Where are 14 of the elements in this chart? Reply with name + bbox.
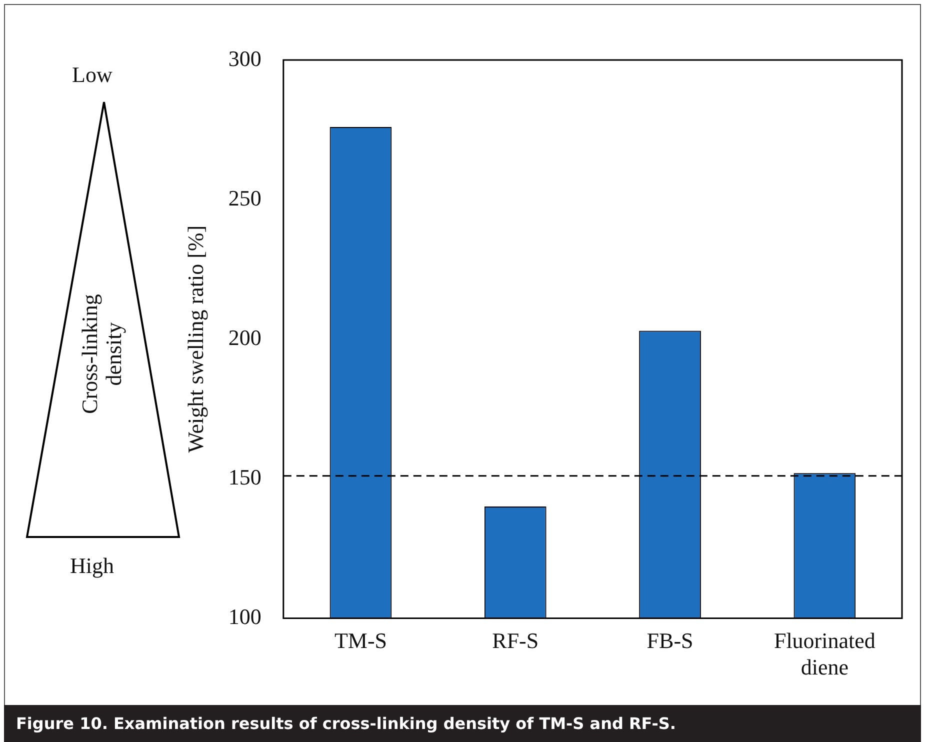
y-tick-label: 200: [228, 324, 262, 350]
x-tick-label: FB-S: [646, 628, 694, 654]
y-tick-label: 150: [228, 464, 262, 490]
text: Low: [72, 62, 112, 88]
x-tick-label: TM-S: [334, 628, 388, 654]
y-tick-label: 250: [228, 185, 262, 210]
text: High: [70, 553, 114, 579]
x-tick-label: RF-S: [492, 628, 539, 654]
text: Cross-linking density: [77, 293, 126, 416]
y-axis-title: Weight swelling ratio [%]: [182, 225, 208, 453]
text: Figure 10. Examination results of cross-linking density of TM-S and RF-S.: [4, 705, 921, 742]
y-tick-label: 100: [228, 604, 262, 629]
x-tick-label: Fluorinated diene: [774, 628, 876, 680]
y-tick-label: 300: [228, 46, 262, 71]
